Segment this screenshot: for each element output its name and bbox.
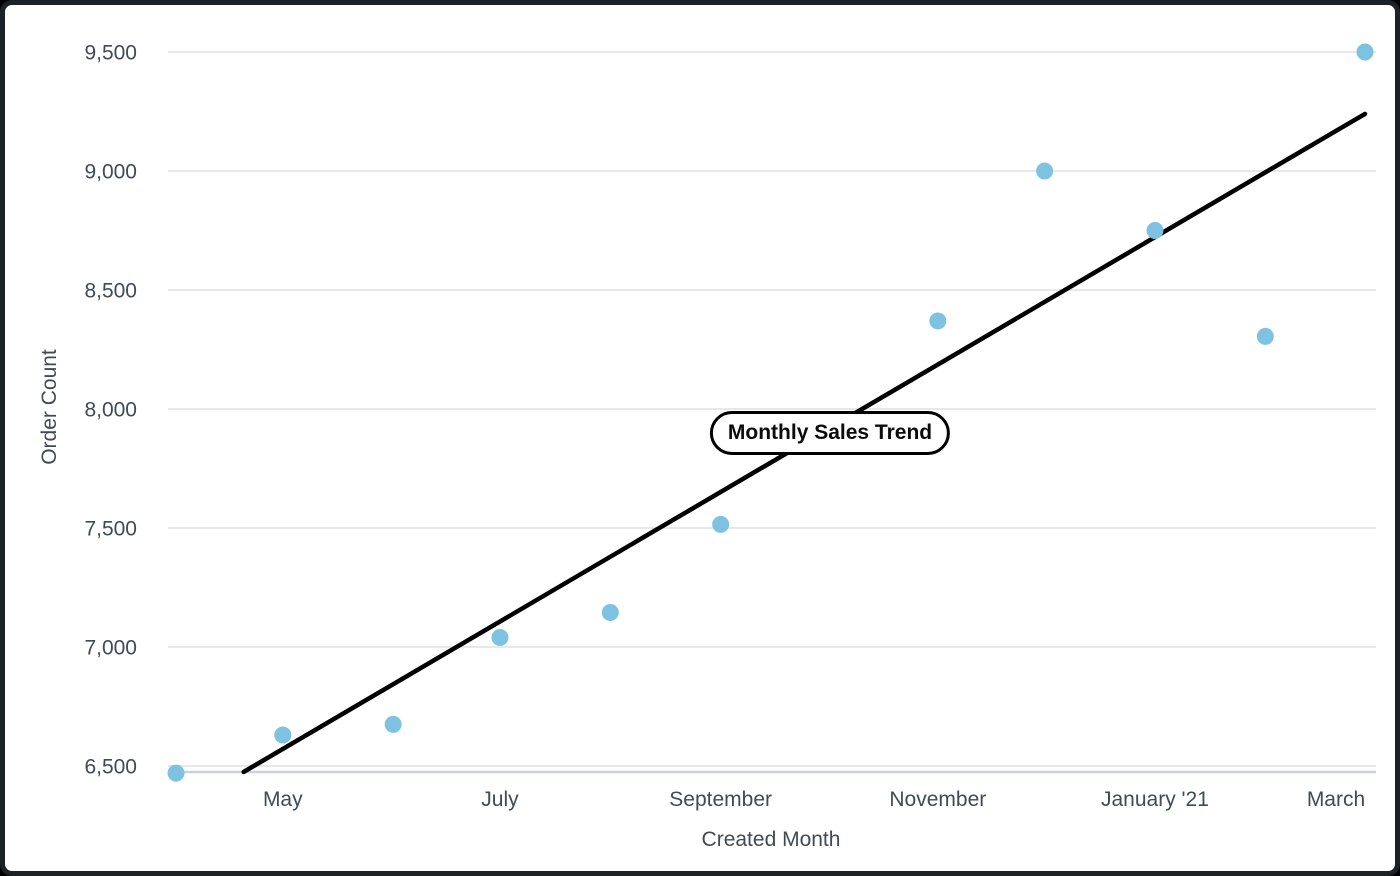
data-point[interactable] <box>274 726 292 744</box>
data-point[interactable] <box>1356 43 1374 61</box>
y-tick-label-5: 9,000 <box>84 161 137 184</box>
y-tick-label-0: 6,500 <box>84 756 137 779</box>
y-tick-label-6: 9,500 <box>84 42 137 65</box>
data-point[interactable] <box>167 764 185 782</box>
data-point[interactable] <box>601 603 619 621</box>
x-tick-label-4: January '21 <box>1101 788 1209 811</box>
data-point[interactable] <box>1146 222 1164 239</box>
x-tick-label-3: November <box>889 788 986 811</box>
y-tick-label-2: 7,500 <box>84 518 137 541</box>
data-point[interactable] <box>712 515 730 533</box>
data-point[interactable] <box>491 628 509 646</box>
chart-title-pill[interactable]: Monthly Sales Trend <box>709 411 951 455</box>
y-tick-label-4: 8,500 <box>84 280 137 303</box>
y-tick-label-3: 8,000 <box>84 399 137 422</box>
y-tick-label-1: 7,000 <box>84 637 137 660</box>
data-point[interactable] <box>1036 162 1054 180</box>
x-tick-label-0: May <box>263 788 303 811</box>
x-tick-label-2: September <box>669 788 772 811</box>
x-tick-label-1: July <box>481 788 519 811</box>
data-point[interactable] <box>929 312 947 330</box>
data-point[interactable] <box>1256 327 1274 345</box>
data-point[interactable] <box>384 715 402 733</box>
y-axis-title: Order Count <box>38 349 61 465</box>
x-tick-label-5: March <box>1307 788 1365 811</box>
x-axis-title: Created Month <box>701 828 841 851</box>
